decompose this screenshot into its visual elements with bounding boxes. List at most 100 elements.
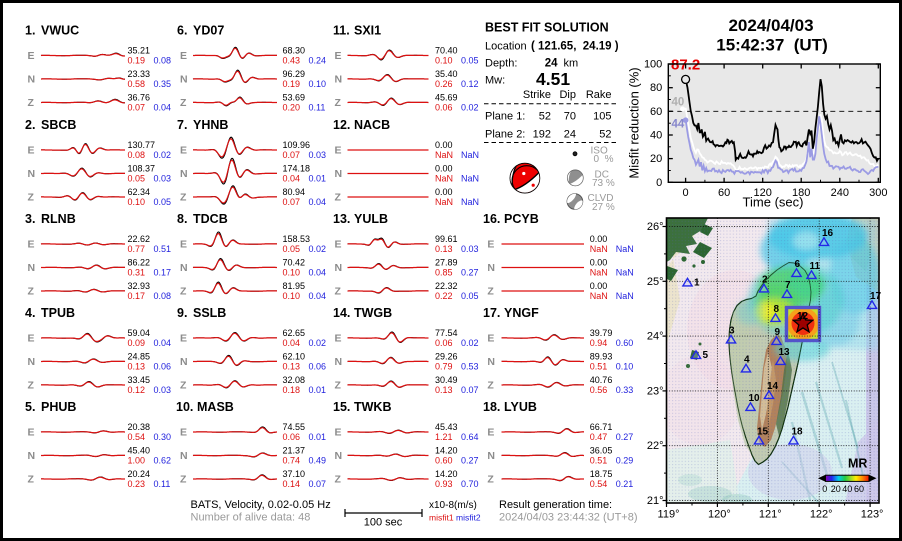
svg-text:16.: 16. bbox=[483, 212, 500, 226]
svg-text:SXI1: SXI1 bbox=[354, 24, 381, 38]
svg-text:27 %: 27 % bbox=[592, 202, 615, 213]
svg-text:13: 13 bbox=[779, 347, 791, 358]
svg-text:24: 24 bbox=[545, 58, 558, 70]
svg-text:Z: Z bbox=[335, 192, 342, 204]
svg-text:NaN: NaN bbox=[590, 268, 608, 278]
svg-text:12: 12 bbox=[797, 311, 809, 322]
svg-text:N: N bbox=[335, 450, 343, 462]
svg-text:Z: Z bbox=[487, 380, 494, 392]
svg-text:120: 120 bbox=[754, 187, 772, 199]
svg-text:0.04: 0.04 bbox=[154, 103, 172, 113]
svg-text:0.47: 0.47 bbox=[590, 432, 608, 442]
svg-text:45.40: 45.40 bbox=[128, 445, 151, 455]
svg-text:6: 6 bbox=[795, 259, 801, 270]
svg-text:10: 10 bbox=[749, 393, 761, 404]
svg-text:0.24: 0.24 bbox=[309, 56, 327, 66]
svg-text:0.31: 0.31 bbox=[128, 268, 146, 278]
svg-text:29.26: 29.26 bbox=[435, 351, 458, 361]
svg-text:Z: Z bbox=[180, 380, 187, 392]
svg-text:Depth:: Depth: bbox=[485, 58, 517, 70]
svg-text:YULB: YULB bbox=[354, 212, 388, 226]
svg-text:0.06: 0.06 bbox=[309, 362, 327, 372]
svg-text:0.06: 0.06 bbox=[283, 432, 301, 442]
svg-text:13.: 13. bbox=[333, 212, 350, 226]
svg-text:Result generation time:: Result generation time: bbox=[499, 499, 612, 511]
svg-text:1.21: 1.21 bbox=[435, 432, 453, 442]
svg-text:ISO: ISO bbox=[591, 146, 608, 157]
svg-text:174.18: 174.18 bbox=[283, 163, 311, 173]
svg-text:5: 5 bbox=[703, 350, 709, 361]
svg-text:18.: 18. bbox=[483, 400, 500, 414]
svg-text:E: E bbox=[28, 145, 35, 157]
svg-text:37.10: 37.10 bbox=[283, 469, 306, 479]
svg-text:119°: 119° bbox=[658, 509, 680, 521]
svg-text:0.62: 0.62 bbox=[154, 456, 172, 466]
svg-text:9: 9 bbox=[775, 327, 781, 338]
svg-text:22.62: 22.62 bbox=[128, 234, 151, 244]
svg-text:8: 8 bbox=[774, 304, 780, 315]
svg-text:23°: 23° bbox=[647, 385, 664, 397]
svg-text:180: 180 bbox=[792, 187, 810, 199]
svg-text:misfit1: misfit1 bbox=[429, 513, 454, 523]
svg-text:E: E bbox=[335, 145, 342, 157]
svg-text:32.93: 32.93 bbox=[128, 281, 151, 291]
svg-text:36.05: 36.05 bbox=[590, 445, 613, 455]
svg-text:TPUB: TPUB bbox=[41, 306, 75, 320]
svg-text:0.01: 0.01 bbox=[309, 432, 327, 442]
svg-text:45.43: 45.43 bbox=[435, 422, 458, 432]
svg-text:N: N bbox=[180, 450, 188, 462]
svg-text:20: 20 bbox=[831, 484, 841, 494]
svg-text:E: E bbox=[28, 239, 35, 251]
svg-text:YNGF: YNGF bbox=[504, 306, 539, 320]
svg-text:0.04: 0.04 bbox=[154, 338, 172, 348]
svg-text:Time (sec): Time (sec) bbox=[743, 195, 804, 210]
svg-text:0.04: 0.04 bbox=[283, 338, 301, 348]
svg-text:80.94: 80.94 bbox=[283, 187, 306, 197]
svg-text:0.22: 0.22 bbox=[435, 291, 453, 301]
svg-text:3.: 3. bbox=[25, 212, 35, 226]
svg-text:0.13: 0.13 bbox=[435, 244, 453, 254]
svg-text:99.61: 99.61 bbox=[435, 234, 458, 244]
svg-text:N: N bbox=[28, 262, 36, 274]
svg-text:192: 192 bbox=[533, 129, 551, 141]
svg-text:0.10: 0.10 bbox=[616, 362, 634, 372]
svg-text:17: 17 bbox=[870, 291, 882, 302]
svg-text:NACB: NACB bbox=[354, 118, 390, 132]
svg-text:misfit2: misfit2 bbox=[456, 513, 481, 523]
svg-text:0.12: 0.12 bbox=[461, 79, 479, 89]
svg-text:E: E bbox=[180, 145, 187, 157]
svg-text:3: 3 bbox=[729, 326, 735, 337]
svg-text:0.03: 0.03 bbox=[154, 385, 172, 395]
svg-text:18.75: 18.75 bbox=[590, 469, 613, 479]
svg-text:122°: 122° bbox=[810, 509, 833, 521]
svg-text:PCYB: PCYB bbox=[504, 212, 539, 226]
svg-text:4.51: 4.51 bbox=[536, 69, 570, 89]
svg-text:Z: Z bbox=[28, 286, 35, 298]
svg-text:N: N bbox=[335, 262, 343, 274]
svg-text:2024/04/03 23:44:32 (UT+8): 2024/04/03 23:44:32 (UT+8) bbox=[499, 512, 638, 524]
svg-text:N: N bbox=[335, 356, 343, 368]
svg-text:0.54: 0.54 bbox=[590, 479, 608, 489]
svg-text:53.69: 53.69 bbox=[283, 92, 306, 102]
svg-text:Rake: Rake bbox=[586, 89, 612, 101]
svg-text:2: 2 bbox=[762, 275, 768, 286]
svg-text:0.10: 0.10 bbox=[283, 268, 301, 278]
svg-text:E: E bbox=[180, 239, 187, 251]
svg-text:0.70: 0.70 bbox=[461, 479, 479, 489]
svg-text:E: E bbox=[180, 333, 187, 345]
svg-text:VWUC: VWUC bbox=[41, 24, 79, 38]
svg-text:32.08: 32.08 bbox=[283, 375, 306, 385]
svg-text:1: 1 bbox=[694, 278, 700, 289]
svg-text:0.93: 0.93 bbox=[435, 479, 453, 489]
svg-text:0.26: 0.26 bbox=[435, 79, 453, 89]
svg-text:300: 300 bbox=[869, 187, 887, 199]
svg-text:0.00: 0.00 bbox=[435, 163, 453, 173]
svg-text:0.06: 0.06 bbox=[435, 103, 453, 113]
svg-text:0.07: 0.07 bbox=[128, 103, 146, 113]
svg-text:20.24: 20.24 bbox=[128, 469, 151, 479]
svg-text:0.17: 0.17 bbox=[128, 291, 146, 301]
svg-text:0: 0 bbox=[822, 484, 827, 494]
svg-text:N: N bbox=[28, 450, 36, 462]
svg-text:BATS, Velocity, 0.02-0.05 Hz: BATS, Velocity, 0.02-0.05 Hz bbox=[191, 499, 331, 511]
svg-text:SSLB: SSLB bbox=[193, 306, 226, 320]
